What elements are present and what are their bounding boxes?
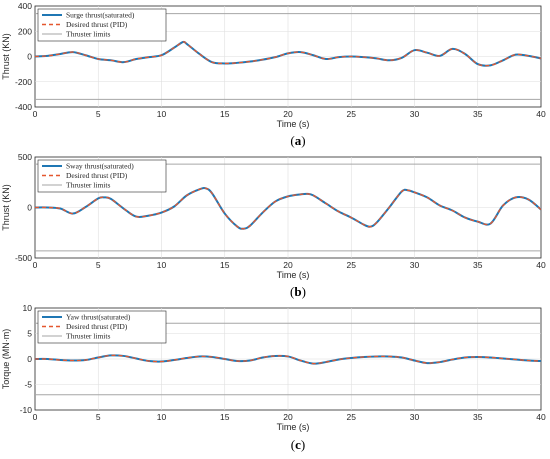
chart-panel-1: 0 5 10 15 20 25 30 35 40 400 200 0 -200 -400 Time (s) T… xyxy=(1,1,546,129)
y-axis-label: Torque (MN·m) xyxy=(1,329,11,390)
y-axis-label: Thrust (KN) xyxy=(1,33,11,80)
panel-caption: (b) xyxy=(290,284,306,299)
x-tick-label: 35 xyxy=(473,260,483,270)
y-axis-label: Thrust (KN) xyxy=(1,184,11,231)
legend-entry: Thruster limits xyxy=(66,181,110,190)
legend-entry: Thruster limits xyxy=(66,30,110,39)
x-tick-label: 30 xyxy=(410,412,420,422)
x-tick-label: 10 xyxy=(157,109,167,119)
x-tick-label: 5 xyxy=(96,412,101,422)
y-tick-label: 0 xyxy=(27,354,32,364)
y-tick-label: 10 xyxy=(23,303,33,313)
x-tick-label: 40 xyxy=(536,260,546,270)
x-tick-label: 35 xyxy=(473,412,483,422)
y-tick-label: 500 xyxy=(18,152,32,162)
legend: Surge thrust(saturated)Desired thrust (P… xyxy=(37,8,167,42)
x-tick-label: 40 xyxy=(536,109,546,119)
chart-panel-3: 0 5 10 15 20 25 30 35 40 10 5 0 -5 -10 Time (s) Torque … xyxy=(1,303,546,432)
x-tick-label: 15 xyxy=(220,412,230,422)
x-tick-label: 10 xyxy=(157,412,167,422)
legend-entry: Yaw thrust(saturated) xyxy=(66,313,131,322)
y-tick-label: -5 xyxy=(24,380,32,390)
y-tick-label: 200 xyxy=(18,26,32,36)
legend-entry: Desired thrust (PID) xyxy=(66,171,128,180)
y-tick-label: -200 xyxy=(15,77,32,87)
x-tick-label: 0 xyxy=(33,260,38,270)
y-tick-label: -10 xyxy=(20,405,33,415)
x-tick-label: 0 xyxy=(33,412,38,422)
x-axis-label: Time (s) xyxy=(277,270,310,280)
legend-entry: Desired thrust (PID) xyxy=(66,322,128,331)
x-tick-label: 15 xyxy=(220,260,230,270)
series-line-desired xyxy=(34,187,542,230)
y-tick-label: 5 xyxy=(27,329,32,339)
y-tick-label: -500 xyxy=(15,253,32,263)
x-tick-label: 25 xyxy=(347,260,357,270)
legend-entry: Thruster limits xyxy=(66,332,110,341)
y-tick-label: 0 xyxy=(27,203,32,213)
legend-entry: Surge thrust(saturated) xyxy=(66,11,135,20)
series-line-desired xyxy=(34,41,542,67)
x-tick-label: 20 xyxy=(283,260,293,270)
x-tick-label: 40 xyxy=(536,412,546,422)
x-axis-label: Time (s) xyxy=(277,422,310,432)
x-tick-label: 25 xyxy=(347,109,357,119)
x-tick-label: 20 xyxy=(283,109,293,119)
x-tick-label: 30 xyxy=(410,109,420,119)
panel-caption: (c) xyxy=(291,437,305,452)
x-tick-label: 25 xyxy=(347,412,357,422)
legend-entry: Sway thrust(saturated) xyxy=(66,162,134,171)
panel-caption: (a) xyxy=(290,133,305,148)
x-axis-label: Time (s) xyxy=(277,119,310,129)
x-tick-label: 10 xyxy=(157,260,167,270)
legend-entry: Desired thrust (PID) xyxy=(66,20,128,29)
x-tick-label: 5 xyxy=(96,109,101,119)
y-tick-label: 0 xyxy=(27,52,32,62)
legend: Sway thrust(saturated)Desired thrust (PI… xyxy=(37,159,167,193)
x-tick-label: 30 xyxy=(410,260,420,270)
y-tick-label: -400 xyxy=(15,102,32,112)
x-tick-label: 35 xyxy=(473,109,483,119)
x-tick-label: 20 xyxy=(283,412,293,422)
x-tick-label: 0 xyxy=(33,109,38,119)
x-tick-label: 15 xyxy=(220,109,230,119)
series-line-desired xyxy=(34,354,542,365)
legend: Yaw thrust(saturated)Desired thrust (PID… xyxy=(37,310,167,344)
y-tick-label: 400 xyxy=(18,1,32,11)
x-tick-label: 5 xyxy=(96,260,101,270)
